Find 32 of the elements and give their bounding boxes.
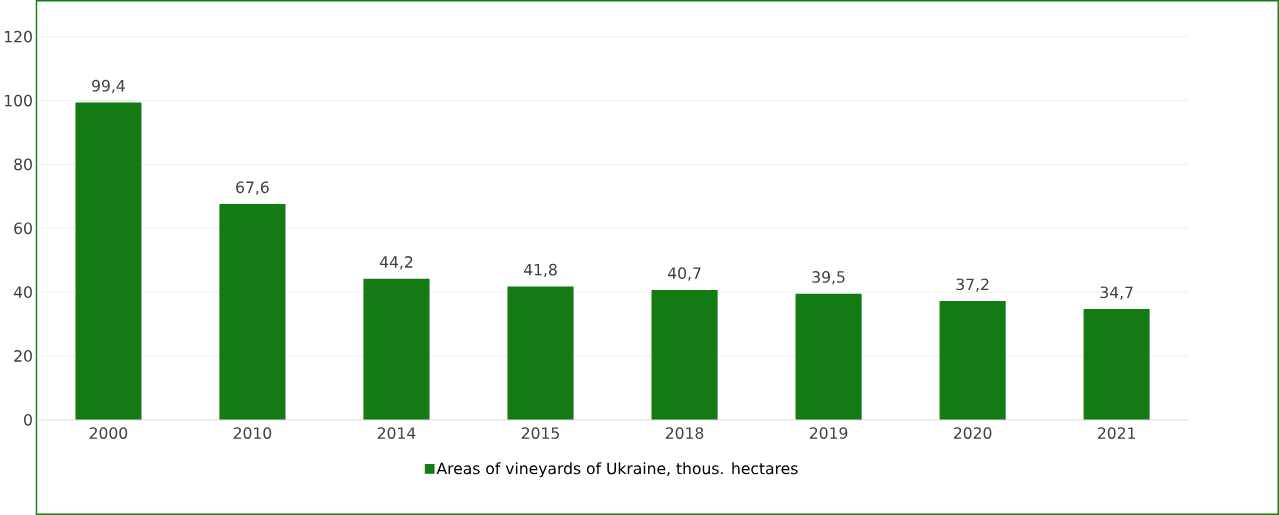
data-label: 44,2 [379, 256, 413, 270]
data-label: 41,8 [523, 263, 557, 278]
x-tick-label: 2015 [521, 427, 559, 439]
data-label: 67,6 [236, 181, 269, 195]
bar [507, 286, 574, 420]
bar [939, 301, 1006, 420]
y-tick-label: 20 [14, 350, 32, 362]
bar [219, 204, 286, 420]
data-label: 99,4 [92, 79, 125, 94]
x-tick-label: 2018 [665, 427, 704, 439]
x-tick-label: 2010 [233, 427, 272, 439]
data-label: 37,2 [956, 278, 989, 292]
bar [795, 293, 862, 420]
x-tick-label: 2020 [953, 427, 992, 439]
y-tick-label: 100 [4, 94, 32, 107]
x-tick-label: 2014 [377, 427, 416, 439]
bar [1083, 309, 1150, 420]
data-label: 40,7 [668, 267, 701, 281]
x-tick-label: 2000 [89, 427, 128, 439]
legend-label: Areas of vineyards of Ukraine, thous. hectares [436, 462, 798, 478]
y-tick-label: 40 [13, 286, 32, 299]
bar [363, 278, 430, 420]
data-label: 39,5 [812, 271, 845, 285]
y-tick-label: 120 [4, 30, 32, 43]
y-tick-label: 60 [14, 222, 32, 235]
data-label: 34,7 [1100, 286, 1133, 300]
y-tick-label: 80 [14, 158, 32, 171]
x-tick-label: 2021 [1098, 427, 1136, 439]
x-tick-label: 2019 [809, 427, 848, 439]
bar [651, 289, 718, 420]
bar [75, 102, 142, 420]
y-tick-label: 0 [24, 414, 32, 426]
